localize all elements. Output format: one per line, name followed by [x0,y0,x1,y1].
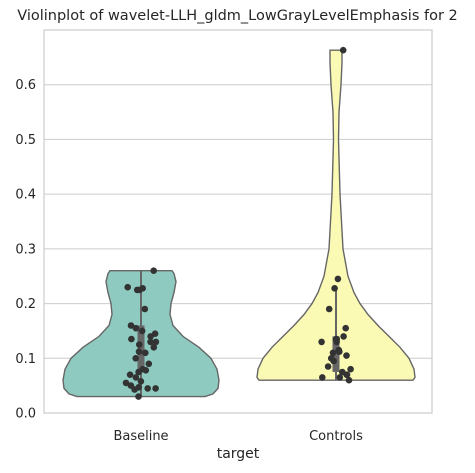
y-tick-label: 0.6 [15,78,36,93]
data-point [336,348,343,356]
data-point [142,367,150,374]
data-point [127,322,135,329]
y-tick-labels: 0.0 0.1 0.2 0.3 0.4 0.5 0.6 [15,78,36,421]
data-point [137,378,145,385]
y-tick-label: 0.5 [15,133,36,148]
data-point [147,338,154,346]
data-point [345,376,353,384]
data-point [331,285,338,292]
data-point [333,338,341,346]
data-point [152,338,160,346]
x-tick-label: Controls [309,429,363,444]
data-point [141,305,149,313]
data-point [136,341,143,348]
chart-title: Violinplot of wavelet-LLH_gldm_LowGrayLe… [17,8,458,24]
data-point [152,385,159,392]
data-point [136,286,143,294]
data-point [336,374,344,381]
data-point [330,357,338,365]
data-point [124,283,131,291]
data-point [150,267,157,275]
y-tick-label: 0.1 [15,352,36,367]
data-point [340,333,347,340]
violin-bodies [62,49,416,398]
data-point [150,344,158,351]
data-point [347,365,354,373]
violin-controls [256,49,416,381]
x-tick-labels: Baseline Controls [113,429,363,444]
data-point [147,333,154,340]
data-point [135,348,143,356]
data-point [135,368,142,376]
data-point [334,275,342,283]
data-point [339,46,347,54]
y-tick-label: 0.0 [15,407,36,422]
data-point [342,324,350,332]
iqr-box [332,336,340,372]
plot-frame [43,29,433,414]
data-point [131,386,138,393]
y-tick-label: 0.2 [15,297,36,312]
strip-points [122,46,354,400]
data-point [325,305,333,313]
data-point [145,360,153,368]
data-point [343,371,350,379]
data-point [132,374,140,381]
data-point [132,355,139,362]
data-point [132,324,140,332]
data-point [318,338,325,346]
data-point [343,352,350,359]
x-axis-label: target [216,446,260,462]
data-point [138,327,146,335]
data-point [319,374,326,381]
data-point [329,349,337,357]
data-point [135,393,142,400]
data-point [324,363,332,370]
data-point [142,349,149,357]
data-point [128,335,135,343]
y-tick-label: 0.3 [15,242,36,257]
y-tick-label: 0.4 [15,188,36,203]
x-tick-label: Baseline [113,429,168,444]
data-point [144,385,151,392]
data-point [126,371,134,379]
data-point [122,379,130,387]
